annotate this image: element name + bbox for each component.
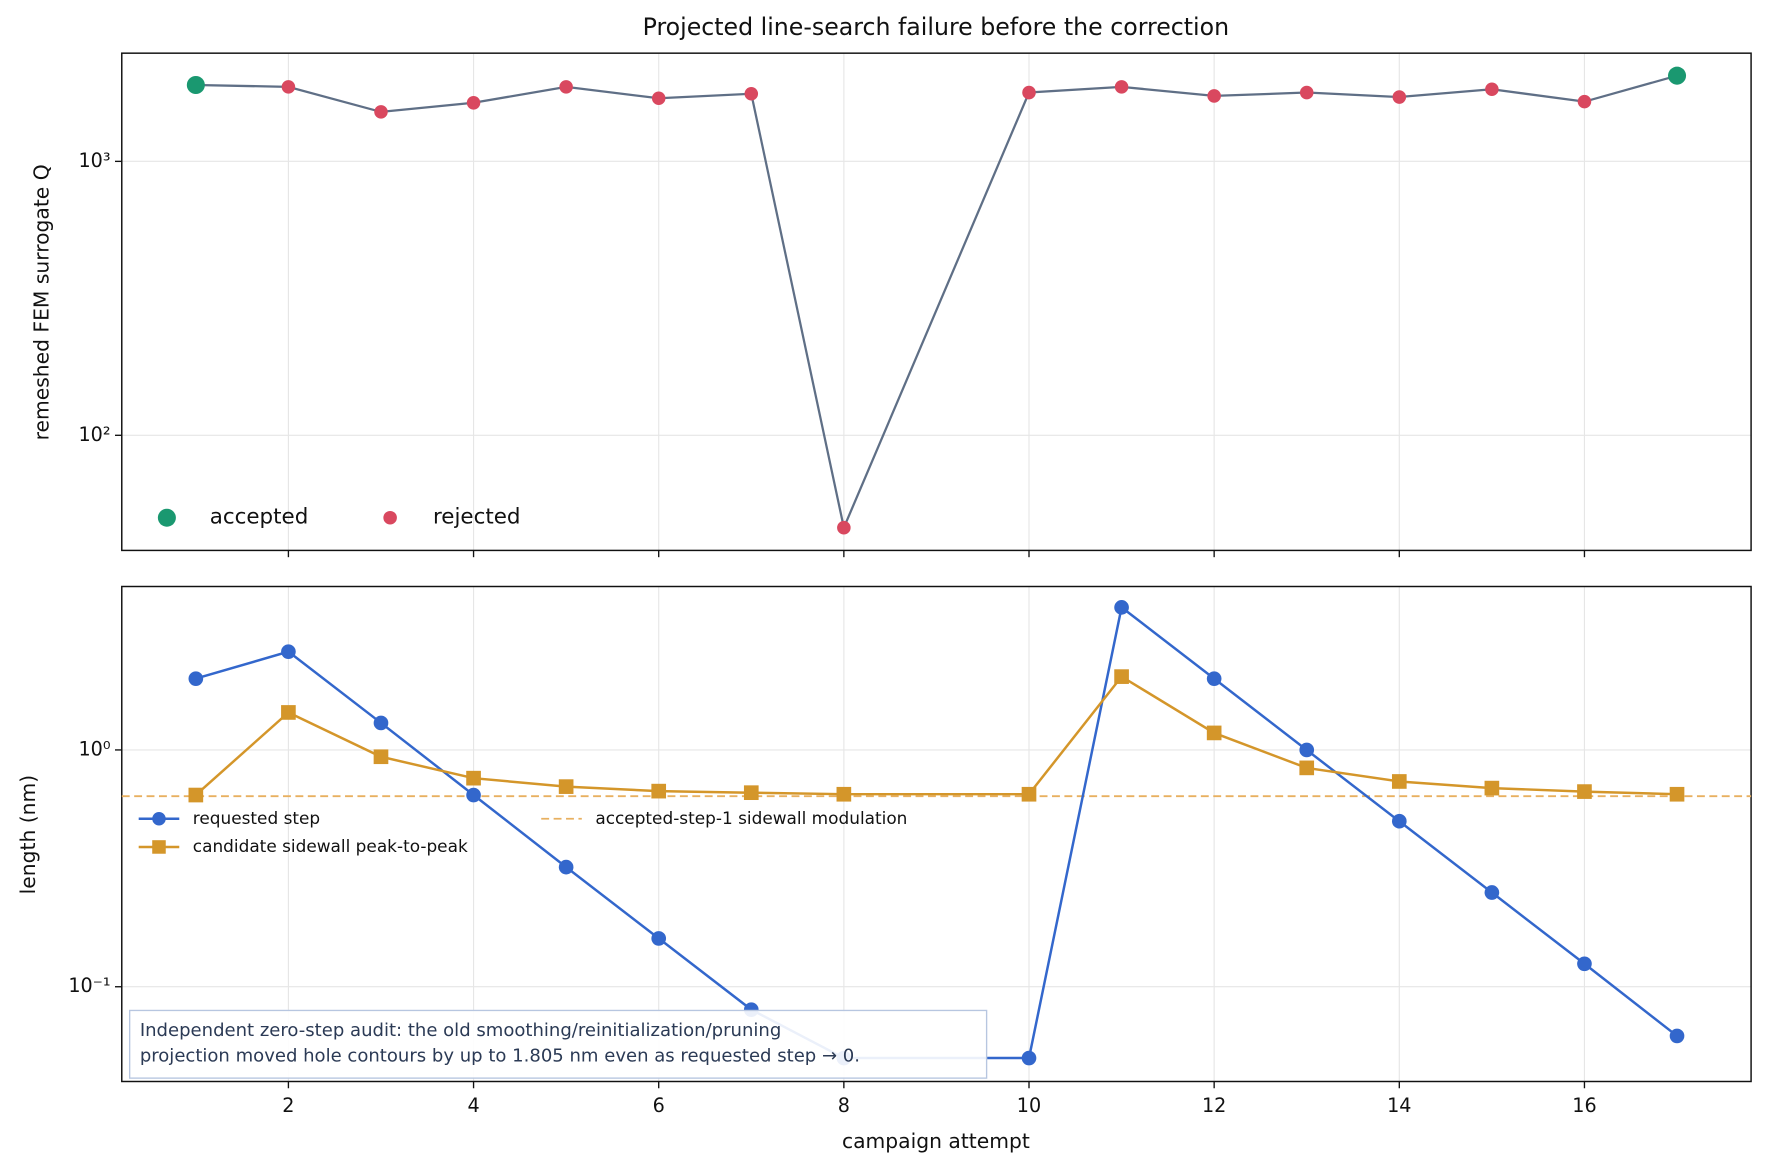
data-point xyxy=(1021,786,1037,802)
annotation-box xyxy=(128,1009,988,1079)
data-point xyxy=(281,644,296,660)
data-point xyxy=(1392,90,1407,104)
data-point xyxy=(1668,66,1687,85)
data-point xyxy=(1206,725,1222,741)
x-tick-label: 6 xyxy=(653,1094,665,1117)
legend-label: accepted xyxy=(210,505,309,530)
plot-frame xyxy=(121,585,1752,1083)
data-point xyxy=(373,715,389,731)
data-point xyxy=(188,671,204,686)
data-point xyxy=(1484,885,1500,900)
y-axis-label: length (nm) xyxy=(16,775,40,895)
x-axis-label: campaign attempt xyxy=(842,1129,1030,1153)
x-tick-label: 2 xyxy=(282,1094,294,1117)
data-point xyxy=(186,75,205,95)
x-tick-label: 10 xyxy=(1017,1094,1041,1117)
data-point xyxy=(281,705,296,720)
y-tick-label: 10⁻¹ xyxy=(68,974,110,997)
data-point xyxy=(1114,600,1129,615)
plot-frame xyxy=(121,52,1752,552)
legend-marker xyxy=(152,812,166,826)
data-point xyxy=(281,80,296,94)
data-point xyxy=(1207,89,1221,103)
data-point xyxy=(651,91,666,106)
data-point xyxy=(559,80,573,94)
x-tick-label: 4 xyxy=(467,1094,479,1117)
data-point xyxy=(374,105,388,119)
legend-label: candidate sidewall peak-to-peak xyxy=(193,836,468,856)
data-point xyxy=(1577,784,1592,799)
data-point xyxy=(1114,80,1129,94)
y-tick-label: 10² xyxy=(78,423,110,446)
data-point xyxy=(743,785,759,801)
legend-marker xyxy=(157,508,176,527)
y-tick-label: 10³ xyxy=(78,149,110,172)
data-point xyxy=(1022,85,1036,100)
data-point xyxy=(1206,671,1222,686)
legend-label: requested step xyxy=(193,808,320,828)
x-tick-label: 14 xyxy=(1387,1094,1411,1117)
data-point xyxy=(1391,813,1407,829)
data-point xyxy=(744,87,759,101)
y-tick-label: 10⁰ xyxy=(78,737,110,760)
data-line xyxy=(195,605,1678,1060)
data-point xyxy=(1299,742,1315,758)
data-point xyxy=(837,520,851,535)
data-point xyxy=(1021,1050,1037,1066)
data-point xyxy=(466,787,481,803)
data-point xyxy=(1484,780,1500,796)
data-point xyxy=(466,770,481,786)
data-point xyxy=(1299,85,1314,100)
data-point xyxy=(1669,1028,1685,1044)
legend-marker xyxy=(152,840,166,854)
chart-title: Projected line-search failure before the… xyxy=(643,13,1229,41)
data-point xyxy=(1669,786,1685,802)
data-point xyxy=(558,859,574,875)
data-point xyxy=(836,786,852,802)
data-point xyxy=(1577,94,1592,109)
data-point xyxy=(558,779,574,794)
data-point xyxy=(651,783,667,799)
data-point xyxy=(1114,669,1129,684)
legend-marker xyxy=(383,510,397,525)
data-point xyxy=(1391,774,1407,789)
y-axis-label: remeshed FEM surrogate Q xyxy=(29,164,53,440)
data-point xyxy=(188,787,204,803)
annotation-text: projection moved hole contours by up to … xyxy=(140,1046,860,1067)
legend-label: rejected xyxy=(433,505,521,530)
legend-label: accepted-step-1 sidewall modulation xyxy=(595,808,907,828)
data-point xyxy=(1485,82,1499,97)
data-point xyxy=(1577,956,1592,972)
data-point xyxy=(466,96,481,110)
x-tick-label: 12 xyxy=(1202,1094,1226,1117)
data-line xyxy=(195,74,1678,532)
data-point xyxy=(373,749,389,765)
data-point xyxy=(1299,760,1315,776)
x-tick-label: 16 xyxy=(1572,1094,1596,1117)
data-line xyxy=(195,674,1678,796)
x-tick-label: 8 xyxy=(838,1094,850,1117)
annotation-text: Independent zero-step audit: the old smo… xyxy=(140,1020,781,1041)
data-point xyxy=(651,931,667,946)
